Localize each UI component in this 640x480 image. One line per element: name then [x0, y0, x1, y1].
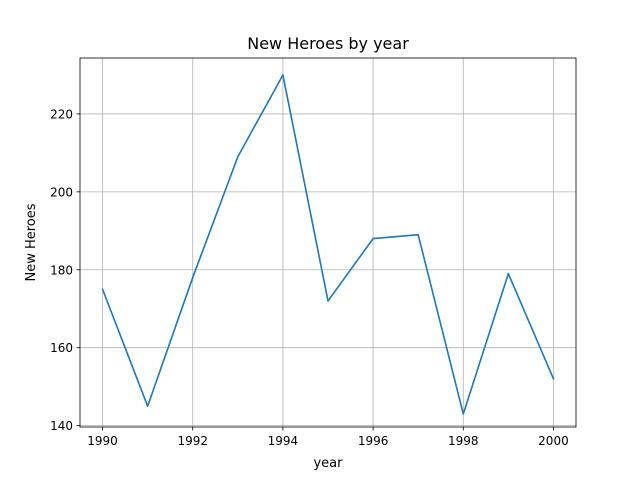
series-line: [101, 74, 555, 415]
y-tick-label: 220: [50, 107, 73, 121]
x-tick-label: 1990: [87, 434, 118, 448]
y-tick-label: 200: [50, 185, 73, 199]
x-tick-label: 1998: [448, 434, 479, 448]
x-tick-label: 1994: [268, 434, 299, 448]
chart-title: New Heroes by year: [247, 34, 409, 53]
x-tick-label: 1992: [177, 434, 208, 448]
plot-frame: [79, 57, 577, 428]
x-axis-label: year: [313, 456, 343, 471]
series-layer: [101, 74, 555, 415]
x-tick-label: 2000: [538, 434, 569, 448]
ticks-layer: 1990 1992 1994 1996 1998 2000 140 160 180 200 220: [50, 107, 569, 448]
y-tick-label: 140: [50, 419, 73, 433]
grid-layer: [80, 58, 576, 427]
x-tick-label: 1996: [358, 434, 389, 448]
y-tick-label: 180: [50, 263, 73, 277]
y-tick-label: 160: [50, 341, 73, 355]
y-axis-label: New Heroes: [24, 203, 39, 281]
